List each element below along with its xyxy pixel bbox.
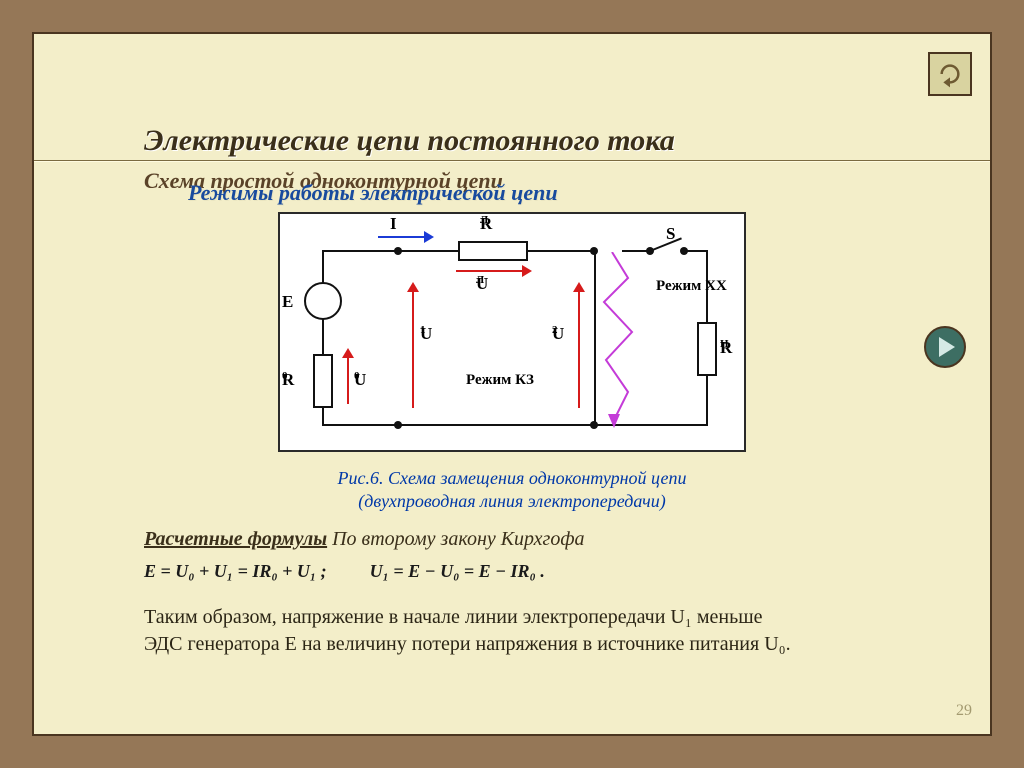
u0-arrow xyxy=(347,356,349,404)
u1-arrow xyxy=(412,290,414,408)
circuit-diagram: I E R0 RЛ UЛ U0 U1 U2 RН S Режим XX Режи… xyxy=(278,212,746,452)
formulas-heading: Расчетные формулы По второму закону Кирх… xyxy=(144,528,940,551)
slide-number: 29 xyxy=(956,702,972,720)
voltage-source xyxy=(304,282,342,320)
node-top-a xyxy=(394,247,402,255)
slide-container: Электрические цепи постоянного тока Схем… xyxy=(32,32,992,736)
formulas-section: Расчетные формулы По второму закону Кирх… xyxy=(34,514,990,658)
body-text: Таким образом, напряжение в начале линии… xyxy=(144,604,940,658)
label-E: E xyxy=(282,292,293,312)
short-circuit-zigzag xyxy=(598,252,648,430)
label-I: I xyxy=(390,214,397,234)
wire-bottom xyxy=(322,424,708,426)
u0-arrow-head xyxy=(342,348,354,358)
label-mode-kz: Режим КЗ xyxy=(466,372,534,389)
u2-arrow xyxy=(578,290,580,408)
caption-line2: (двухпроводная линия электропередачи) xyxy=(358,491,665,511)
u1-arrow-head xyxy=(407,282,419,292)
resistor-rl xyxy=(458,241,528,261)
switch-contact xyxy=(680,247,688,255)
figure-caption: Рис.6. Схема замещения одноконтурной цеп… xyxy=(34,467,990,514)
undo-icon xyxy=(935,59,965,89)
resistor-rh xyxy=(697,322,717,376)
body-line2: ЭДС генератора E на величину потери напр… xyxy=(144,633,791,655)
formulas-heading-underlined: Расчетные формулы xyxy=(144,528,327,550)
resistor-r0 xyxy=(313,354,333,408)
node-bot-a xyxy=(394,421,402,429)
node-top-b xyxy=(590,247,598,255)
node-bot-b xyxy=(590,421,598,429)
ul-arrow-head xyxy=(522,265,532,277)
wire-u2 xyxy=(594,250,596,426)
subtitle-foreground-text: Режимы работы электрической цепи xyxy=(188,180,558,206)
label-mode-xx: Режим XX xyxy=(656,278,727,295)
formula-eq2: U₁ = E − U₀ = E − IR₀ . xyxy=(370,561,545,581)
play-button[interactable] xyxy=(924,326,966,368)
ul-arrow xyxy=(456,270,522,272)
slide-title: Электрические цепи постоянного тока xyxy=(34,34,990,160)
u2-arrow-head xyxy=(573,282,585,292)
current-arrow-head xyxy=(424,231,434,243)
body-line1: Таким образом, напряжение в начале линии… xyxy=(144,606,762,628)
formula-row: E = U₀ + U₁ = IR₀ + U₁ ; U₁ = E − U₀ = E… xyxy=(144,561,940,582)
back-button[interactable] xyxy=(928,52,972,96)
formulas-heading-rest: По второму закону Кирхгофа xyxy=(327,528,584,550)
current-arrow xyxy=(378,236,424,238)
label-S: S xyxy=(666,224,675,244)
caption-line1: Рис.6. Схема замещения одноконтурной цеп… xyxy=(338,468,687,488)
formula-eq1: E = U₀ + U₁ = IR₀ + U₁ ; xyxy=(144,561,327,581)
figure-wrap: I E R0 RЛ UЛ U0 U1 U2 RН S Режим XX Режи… xyxy=(34,212,990,514)
subtitle-group: Схема простой одноконтурной цепи Режимы … xyxy=(34,162,990,194)
